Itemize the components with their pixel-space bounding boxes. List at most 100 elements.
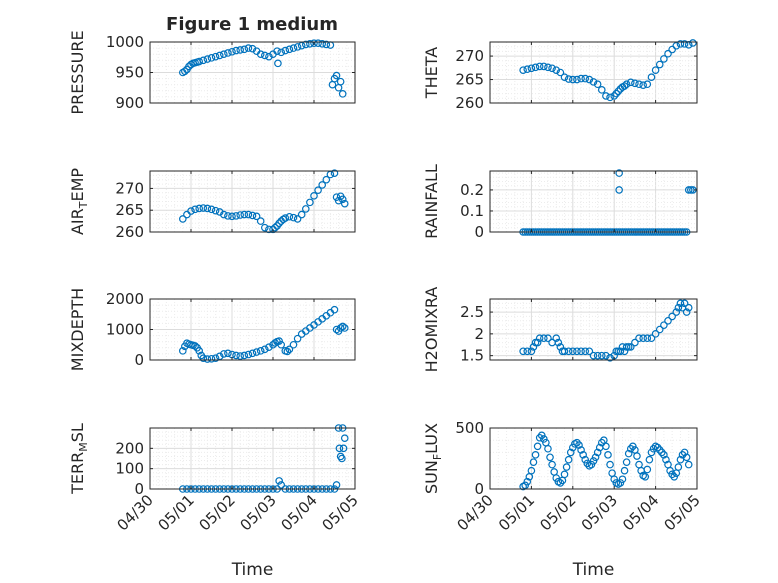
data-point xyxy=(179,215,187,223)
data-point xyxy=(338,90,347,98)
data-point xyxy=(674,303,683,312)
data-point xyxy=(606,354,614,362)
data-point xyxy=(248,44,257,53)
data-series xyxy=(179,39,347,98)
data-point xyxy=(273,47,281,55)
data-point xyxy=(577,446,585,454)
y-tick-label: 200 xyxy=(115,439,144,457)
x-tick-label: 05/01 xyxy=(495,491,538,534)
data-point xyxy=(581,74,590,83)
data-point xyxy=(643,334,652,343)
data-point xyxy=(277,340,286,349)
data-point xyxy=(647,334,656,343)
data-point xyxy=(220,50,228,59)
data-point xyxy=(564,75,573,83)
data-point xyxy=(293,215,302,223)
x-tick-label: 05/01 xyxy=(155,491,198,534)
data-point xyxy=(577,74,585,83)
data-series xyxy=(179,169,349,234)
data-point xyxy=(668,45,676,54)
data-point xyxy=(332,325,341,334)
data-point xyxy=(544,334,552,343)
data-point xyxy=(602,351,610,360)
data-point xyxy=(220,210,228,219)
data-point xyxy=(575,441,583,449)
data-point xyxy=(624,449,633,458)
data-point xyxy=(639,334,647,343)
subplot-air-temp: 260 265 270 AIRTEMP xyxy=(68,168,356,241)
y-axis-label: PRESSURE xyxy=(68,30,87,114)
data-point xyxy=(318,181,327,189)
data-point xyxy=(674,463,683,471)
data-point xyxy=(664,49,672,58)
data-point xyxy=(285,212,294,221)
data-point xyxy=(277,48,286,57)
subplot-theta: 260 265 270 THETA xyxy=(422,39,698,112)
data-point xyxy=(540,334,548,343)
data-point xyxy=(533,338,542,347)
y-tick-label: 1.5 xyxy=(460,347,484,365)
data-point xyxy=(684,460,693,469)
data-point xyxy=(670,472,679,481)
data-point xyxy=(179,347,187,355)
data-point xyxy=(306,198,314,207)
axes-box xyxy=(489,170,698,233)
grid xyxy=(149,170,356,233)
x-tick-label: 05/03 xyxy=(578,491,621,534)
data-point xyxy=(610,475,619,484)
data-point xyxy=(236,211,245,219)
x-tick-label: 05/05 xyxy=(319,491,362,534)
data-point xyxy=(589,78,598,86)
data-point xyxy=(228,47,236,56)
subplot-sun-flux: 04/3005/0105/0205/0305/0405/050500SUNFLU… xyxy=(422,419,704,580)
data-point xyxy=(232,351,240,360)
data-point xyxy=(552,474,561,482)
subplot-pressure: 900 950 1000 PRESSURE xyxy=(68,30,356,115)
data-point xyxy=(676,299,685,308)
data-point xyxy=(529,458,538,466)
data-point xyxy=(274,59,282,68)
y-tick-label: 0 xyxy=(474,223,484,241)
subplot-rainfall: 0 0.1 0.2 RAINFALL xyxy=(422,164,698,241)
data-point xyxy=(568,443,577,452)
data-point xyxy=(285,345,294,354)
data-point xyxy=(645,455,654,464)
data-point xyxy=(620,82,629,90)
y-tick-label: 2.5 xyxy=(460,303,484,321)
data-point xyxy=(207,205,216,214)
y-tick-label: 0.2 xyxy=(460,181,484,199)
data-point xyxy=(527,466,536,475)
data-point xyxy=(256,217,265,225)
data-point xyxy=(523,65,532,74)
data-point xyxy=(651,66,660,74)
data-point xyxy=(684,303,693,312)
data-point xyxy=(529,343,538,351)
data-point xyxy=(626,343,635,351)
data-point xyxy=(199,56,208,65)
data-point xyxy=(548,64,556,73)
data-point xyxy=(531,451,540,459)
data-point xyxy=(285,45,294,54)
data-point xyxy=(215,51,224,60)
data-point xyxy=(684,186,693,194)
data-point xyxy=(682,308,691,316)
data-point xyxy=(240,351,249,360)
axes-box xyxy=(149,170,356,233)
data-point xyxy=(533,442,542,451)
data-point xyxy=(624,343,633,351)
y-tick-label: 260 xyxy=(455,94,484,112)
data-point xyxy=(604,451,612,459)
data-point xyxy=(610,92,619,100)
data-point xyxy=(275,219,283,228)
data-point xyxy=(336,324,345,332)
data-point xyxy=(203,55,212,63)
data-point xyxy=(252,212,261,221)
x-axis-label: Time xyxy=(572,560,615,580)
data-point xyxy=(203,355,212,363)
data-point xyxy=(660,321,668,329)
data-point xyxy=(556,343,565,351)
data-point xyxy=(256,347,265,355)
axes-box xyxy=(489,427,698,490)
data-point xyxy=(564,347,573,356)
y-tick-label: 950 xyxy=(115,64,144,82)
